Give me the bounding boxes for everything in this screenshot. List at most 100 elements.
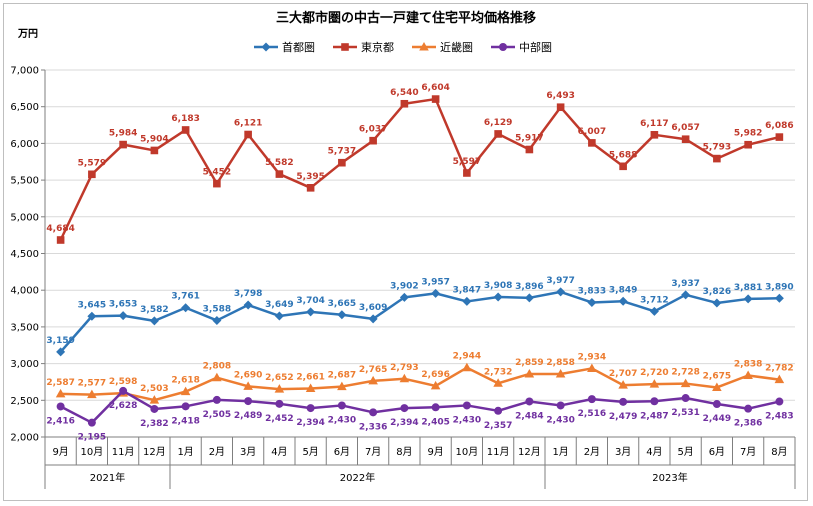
data-label: 3,798	[234, 289, 262, 299]
data-point-marker	[368, 314, 378, 324]
data-label: 5,597	[453, 157, 481, 167]
data-label: 3,896	[515, 282, 543, 292]
data-label: 2,405	[421, 417, 449, 427]
series-line	[60, 366, 780, 402]
data-label: 6,121	[234, 119, 262, 129]
data-point-marker	[524, 368, 535, 378]
data-point-marker	[525, 145, 534, 154]
x-tick-label: 5月	[302, 446, 318, 458]
data-label: 6,183	[171, 114, 199, 124]
data-point-marker	[681, 135, 690, 144]
y-tick-label: 6,500	[10, 102, 39, 113]
data-point-marker	[244, 397, 253, 406]
x-tick-label: 4月	[646, 446, 662, 458]
data-point-marker	[463, 169, 471, 177]
data-label: 5,582	[265, 158, 293, 168]
data-label: 3,881	[734, 283, 762, 293]
data-point-marker	[618, 296, 628, 306]
data-label: 2,416	[46, 416, 74, 426]
data-point-marker	[212, 315, 222, 325]
data-point-marker	[56, 402, 65, 411]
data-point-marker	[306, 307, 316, 317]
data-label: 2,516	[578, 409, 606, 419]
series-4	[56, 386, 784, 427]
data-point-marker	[243, 381, 253, 390]
data-label: 2,782	[765, 364, 793, 374]
data-point-marker	[588, 139, 596, 147]
data-point-marker	[181, 303, 191, 313]
x-tick-label: 9月	[427, 446, 443, 458]
x-tick-label: 1月	[552, 446, 568, 458]
y-tick-label: 5,000	[10, 212, 39, 223]
data-label: 2,728	[671, 368, 699, 378]
data-point-marker	[587, 395, 596, 404]
data-label: 3,645	[78, 300, 106, 310]
data-label: 2,858	[546, 358, 574, 368]
data-point-marker	[399, 292, 409, 302]
data-label: 2,336	[359, 422, 387, 432]
x-tick-label: 5月	[677, 446, 693, 458]
data-label: 2,489	[234, 411, 262, 421]
data-label: 3,761	[171, 292, 199, 302]
data-label: 2,859	[515, 358, 543, 368]
x-tick-label: 2月	[209, 446, 225, 458]
y-tick-label: 2,000	[10, 433, 39, 444]
data-label: 2,765	[359, 365, 387, 375]
legend-item: 近畿圏	[412, 40, 473, 54]
x-tick-label: 1月	[177, 446, 193, 458]
data-point-marker	[87, 311, 97, 321]
data-label: 2,503	[140, 384, 168, 394]
y-tick-label: 3,000	[10, 359, 39, 370]
data-label: 6,129	[484, 118, 512, 128]
series-layer	[55, 95, 785, 427]
data-label: 2,430	[546, 415, 574, 425]
data-point-marker	[56, 347, 66, 357]
data-point-marker	[275, 399, 284, 408]
data-label: 5,917	[515, 133, 543, 143]
data-point-marker	[499, 43, 507, 51]
data-label: 3,833	[578, 286, 606, 296]
data-label: 2,577	[78, 379, 106, 389]
data-point-marker	[681, 394, 690, 403]
x-tick-label: 11月	[487, 446, 510, 458]
data-point-marker	[618, 380, 628, 389]
data-label: 2,483	[765, 412, 793, 422]
data-point-marker	[556, 287, 566, 297]
data-label: 2,357	[484, 421, 512, 431]
y-tick-label: 7,000	[10, 66, 39, 77]
data-label: 2,449	[703, 414, 731, 424]
y-tick-label: 2,500	[10, 396, 39, 407]
data-point-marker	[149, 395, 160, 404]
data-label: 2,452	[265, 414, 293, 424]
data-label: 2,808	[203, 362, 231, 372]
x-tick-label: 6月	[334, 446, 350, 458]
data-point-marker	[775, 397, 784, 406]
data-label: 2,195	[78, 433, 106, 443]
data-point-marker	[400, 99, 409, 108]
x-tick-label: 10月	[456, 446, 479, 458]
data-point-marker	[774, 293, 784, 303]
data-point-marker	[650, 131, 659, 139]
data-point-marker	[212, 372, 222, 382]
data-point-marker	[743, 370, 753, 379]
legend-item: 中部圏	[491, 40, 552, 54]
x-tick-label: 4月	[271, 446, 287, 458]
data-label: 2,587	[46, 378, 74, 388]
data-label: 3,849	[609, 285, 637, 295]
data-label: 5,793	[703, 143, 731, 153]
data-point-marker	[56, 236, 65, 244]
data-label: 2,487	[640, 411, 668, 421]
x-tick-label: 12月	[518, 446, 541, 458]
y-axis-unit-label: 万円	[17, 28, 38, 40]
data-point-marker	[556, 401, 565, 410]
data-label: 2,505	[203, 410, 231, 420]
data-label: 2,386	[734, 419, 762, 429]
data-point-marker	[274, 384, 285, 393]
data-point-marker	[524, 293, 534, 303]
data-point-marker	[649, 306, 659, 316]
x-axis: 9月 10月 11月 12月 1月 2月 3月 4月 5月 6月 7月 8月 9月 10月 11月 12月 1月…	[44, 436, 796, 489]
data-label: 2,418	[171, 416, 199, 426]
data-label: 3,890	[765, 282, 793, 292]
x-tick-label: 3月	[240, 446, 256, 458]
